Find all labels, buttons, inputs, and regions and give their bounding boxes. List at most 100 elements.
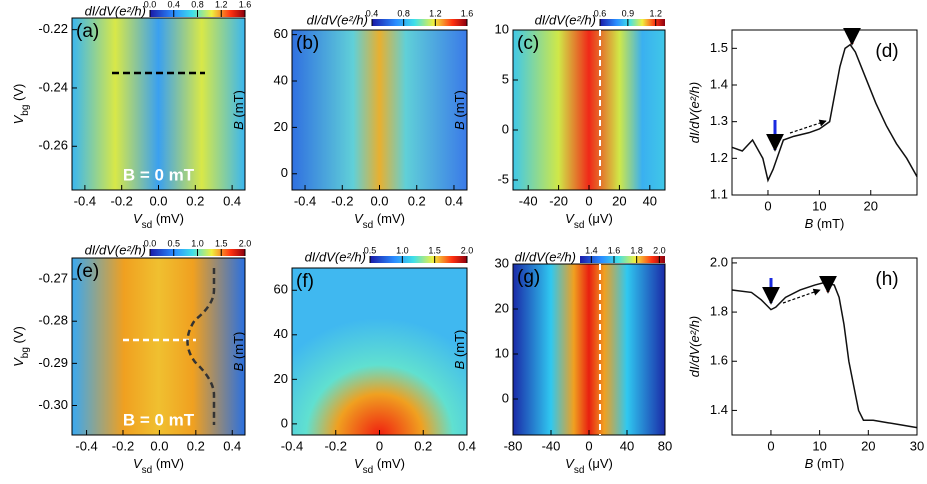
colorbar-tick-label: 0.0 bbox=[144, 238, 157, 248]
x-tick-label: 0 bbox=[585, 438, 592, 453]
x-tick-label: 0.0 bbox=[370, 193, 388, 208]
colorbar-tick-label: 0.8 bbox=[191, 0, 204, 9]
y-tick-label: 2.0 bbox=[710, 254, 728, 269]
data-line bbox=[731, 281, 918, 429]
y-tick-label: 1.2 bbox=[710, 150, 728, 165]
x-tick-label: 0.4 bbox=[445, 193, 463, 208]
annotation: B = 0 mT bbox=[123, 410, 195, 429]
panels: 0.0 0.4 0.8 1.2 1.6 dI/dV(e²/h) -0.4 -0.2 0.0 0.2… bbox=[11, 0, 924, 476]
label-part: V bbox=[565, 211, 575, 226]
panel-label: (e) bbox=[76, 261, 99, 282]
x-tick-label: 0.2 bbox=[187, 438, 205, 453]
colorbar-tick-label: 1.0 bbox=[191, 238, 204, 248]
colorbar-tick-label: 2.0 bbox=[653, 245, 666, 255]
ylabel: Vbg (V) bbox=[11, 84, 31, 125]
label-part: (mV) bbox=[373, 456, 405, 471]
colorbar-tick-label: 1.2 bbox=[649, 8, 662, 18]
y-tick-label: 60 bbox=[274, 282, 288, 297]
x-tick-label: 10 bbox=[812, 438, 826, 453]
x-tick-label: -0.4 bbox=[75, 438, 97, 453]
y-tick-label: 0 bbox=[502, 390, 509, 405]
y-tick-label: -0.24 bbox=[38, 79, 68, 94]
x-tick-label: 0 bbox=[764, 198, 771, 213]
label-part: V bbox=[354, 456, 364, 471]
label-part: (mT) bbox=[813, 216, 844, 231]
x-tick-label: 0 bbox=[376, 438, 383, 453]
colorbar-tick-label: 0.5 bbox=[167, 238, 180, 248]
colorbar-tick-label: 0.5 bbox=[364, 245, 377, 255]
ylabel: B (mT) bbox=[231, 90, 246, 130]
y-tick-label: 1.4 bbox=[710, 76, 728, 91]
y-tick-label: 1.4 bbox=[710, 402, 728, 417]
x-tick-label: -0.4 bbox=[281, 438, 303, 453]
label-part: sd bbox=[363, 220, 374, 231]
colorbar-label: dI/dV(e²/h) bbox=[85, 3, 146, 18]
colorbar-tick-label: 1.6 bbox=[239, 0, 252, 9]
y-tick-label: -0.28 bbox=[38, 313, 68, 328]
x-tick-label: -0.4 bbox=[74, 193, 96, 208]
heatmap-image bbox=[72, 18, 245, 190]
y-tick-label: -0.22 bbox=[38, 21, 68, 36]
y-tick-label: 0 bbox=[281, 415, 288, 430]
colorbar-tick-label: 0.4 bbox=[366, 8, 379, 18]
x-tick-label: -0.2 bbox=[325, 438, 347, 453]
colorbar-label: dI/dV(e²/h) bbox=[307, 12, 368, 27]
x-tick-label: 40 bbox=[620, 438, 634, 453]
ylabel: B (mT) bbox=[231, 332, 246, 372]
label-part: B bbox=[231, 362, 246, 371]
colorbar-tick-label: 0.4 bbox=[167, 0, 180, 9]
label-part: sd bbox=[142, 465, 153, 476]
x-tick-label: -40 bbox=[519, 193, 538, 208]
label-part: V bbox=[565, 456, 575, 471]
label-part: B bbox=[805, 456, 814, 471]
colorbar bbox=[372, 19, 467, 26]
panel-label: (g) bbox=[517, 267, 540, 288]
x-tick-label: -40 bbox=[542, 438, 561, 453]
x-tick-label: -0.2 bbox=[331, 193, 353, 208]
label-part: sd bbox=[574, 465, 585, 476]
label-part: V bbox=[133, 456, 143, 471]
label-part: dI/dV(e²/h) bbox=[687, 316, 702, 377]
x-tick-label: 0.4 bbox=[223, 438, 241, 453]
label-part: V bbox=[11, 114, 26, 124]
y-tick-label: 10 bbox=[495, 345, 509, 360]
label-part: (mV) bbox=[373, 211, 405, 226]
label-part: (mT) bbox=[231, 332, 246, 363]
x-tick-label: 30 bbox=[910, 438, 924, 453]
xlabel: Vsd (mV) bbox=[133, 211, 184, 231]
colorbar bbox=[580, 256, 665, 263]
label-part: bg bbox=[20, 105, 31, 116]
label-part: (mT) bbox=[231, 90, 246, 121]
x-tick-label: 40 bbox=[643, 193, 657, 208]
heatmap-image bbox=[513, 30, 665, 190]
heatmap-image bbox=[513, 264, 665, 435]
panel-label: (d) bbox=[875, 41, 898, 62]
colorbar-tick-label: 1.5 bbox=[215, 238, 228, 248]
y-tick-label: 20 bbox=[274, 119, 288, 134]
y-tick-label: 20 bbox=[495, 300, 509, 315]
y-tick-label: 1.3 bbox=[710, 113, 728, 128]
y-tick-label: -0.30 bbox=[38, 397, 68, 412]
x-tick-label: 0.4 bbox=[458, 438, 476, 453]
label-part: V bbox=[11, 357, 26, 367]
y-tick-label: 60 bbox=[274, 26, 288, 41]
label-part: (μV) bbox=[584, 456, 612, 471]
x-tick-label: 0.0 bbox=[149, 193, 167, 208]
x-tick-label: 0.0 bbox=[150, 438, 168, 453]
colorbar-tick-label: 0.9 bbox=[622, 8, 635, 18]
y-tick-label: 0 bbox=[502, 121, 509, 136]
colorbar-tick-label: 1.8 bbox=[630, 245, 643, 255]
colorbar-tick-label: 1.4 bbox=[585, 245, 598, 255]
data-line bbox=[731, 43, 918, 183]
plot-frame bbox=[731, 257, 918, 436]
colorbar-tick-label: 1.6 bbox=[461, 8, 474, 18]
colorbar-label: dI/dV(e²/h) bbox=[515, 249, 576, 264]
colorbar-tick-label: 1.5 bbox=[428, 245, 441, 255]
x-tick-label: 0 bbox=[767, 438, 774, 453]
xlabel: Vsd (μV) bbox=[565, 456, 613, 476]
xlabel: B (mT) bbox=[805, 216, 845, 231]
plot-frame bbox=[71, 257, 246, 436]
y-tick-label: 1.1 bbox=[710, 186, 728, 201]
label-part: V bbox=[354, 211, 364, 226]
